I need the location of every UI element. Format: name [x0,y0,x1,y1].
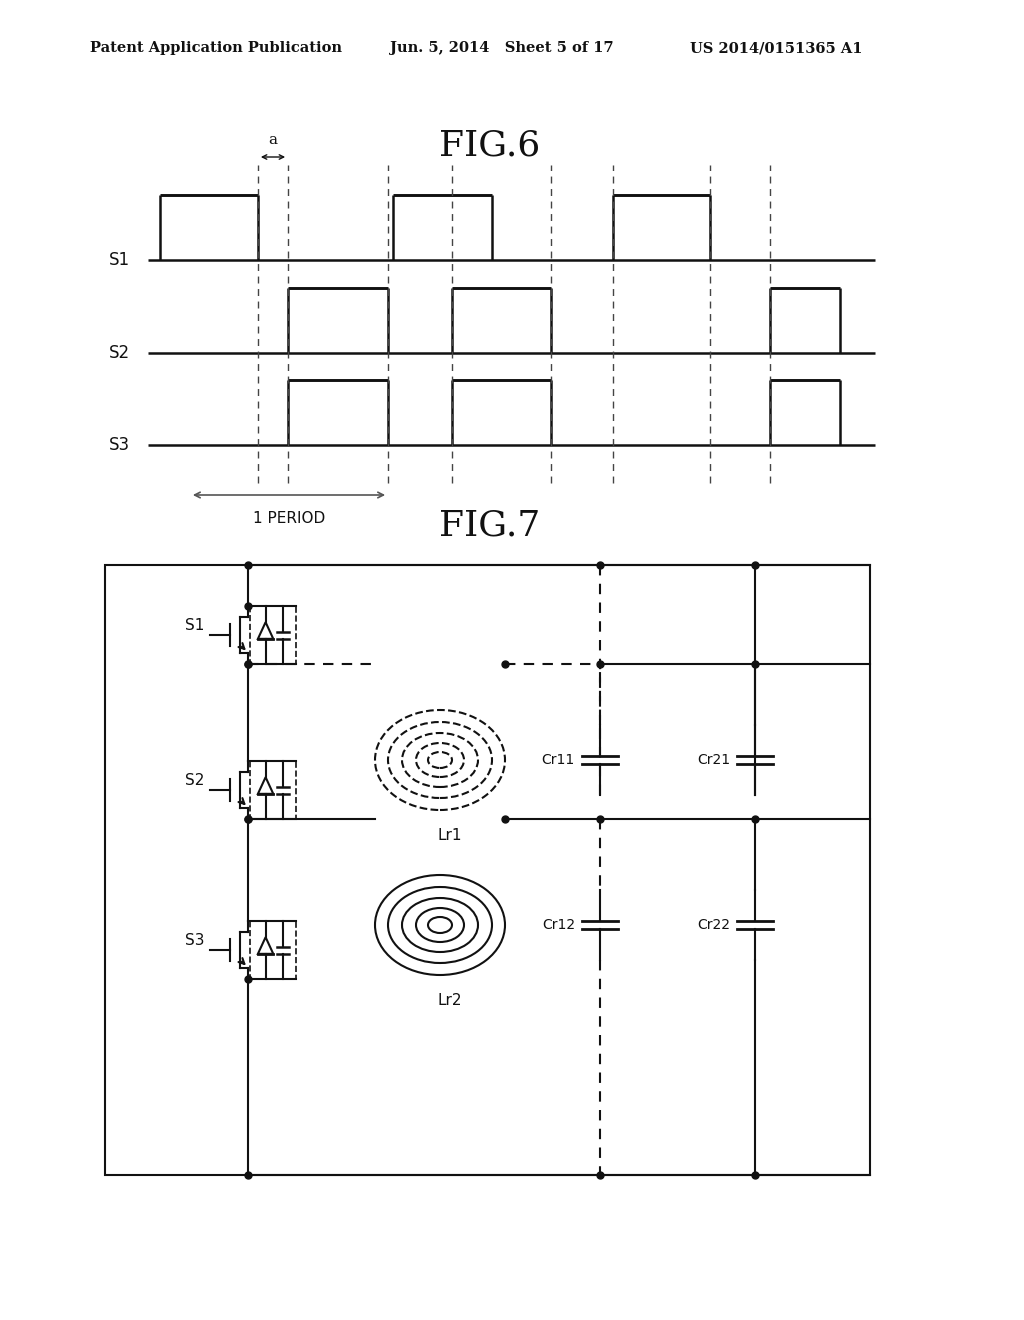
Text: S3: S3 [109,436,130,454]
Bar [250,606,296,664]
Text: Lr2: Lr2 [437,993,462,1008]
Text: Cr12: Cr12 [542,917,575,932]
Text: S2: S2 [109,345,130,362]
Bar [105,565,870,1175]
Text: FIG.6: FIG.6 [439,128,541,162]
Text: FIG.7: FIG.7 [439,508,541,543]
Text: Cr11: Cr11 [542,752,575,767]
Text: Patent Application Publication: Patent Application Publication [90,41,342,55]
Text: 1 PERIOD: 1 PERIOD [253,511,326,525]
Text: Lr1: Lr1 [437,828,462,843]
Text: S1: S1 [185,618,205,632]
Text: S2: S2 [185,774,205,788]
Text: US 2014/0151365 A1: US 2014/0151365 A1 [690,41,862,55]
Text: Cr22: Cr22 [697,917,730,932]
Text: a: a [268,133,278,147]
Text: Jun. 5, 2014   Sheet 5 of 17: Jun. 5, 2014 Sheet 5 of 17 [390,41,613,55]
Text: Cr21: Cr21 [697,752,730,767]
Text: S1: S1 [109,251,130,269]
Text: S3: S3 [185,933,205,948]
Bar [250,921,296,979]
Bar [250,762,296,818]
